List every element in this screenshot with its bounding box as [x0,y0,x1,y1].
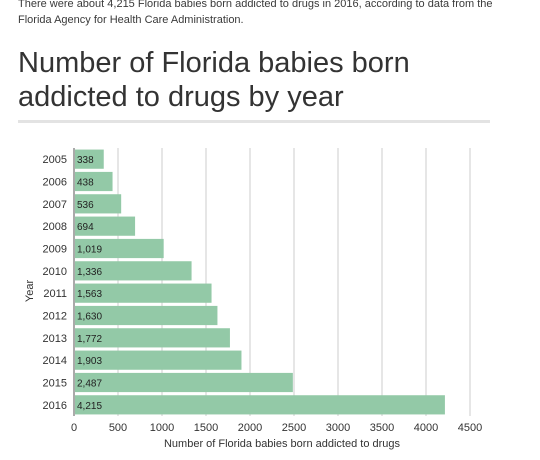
y-tick-label: 2008 [43,221,67,233]
bar [75,372,293,393]
x-tick-label: 3000 [326,422,350,434]
bar [75,328,230,348]
bar [75,194,122,214]
bar-value-label: 438 [77,178,94,189]
bar-value-label: 4,215 [77,401,102,412]
y-tick-label: 2011 [43,288,67,300]
x-tick-label: 2000 [238,422,262,434]
bar-value-label: 536 [77,200,94,211]
x-tick-label: 3500 [370,422,394,434]
bar [75,283,212,303]
x-tick-label: 1000 [150,422,174,434]
y-tick-label: 2005 [43,154,67,166]
x-axis-label: Number of Florida babies born addicted t… [164,438,401,450]
title-divider [18,120,490,123]
bar-value-label: 1,903 [77,356,102,367]
y-tick-label: 2012 [43,311,67,323]
y-tick-label: 2007 [43,199,67,211]
y-axis-label: Year [24,280,36,303]
bar-value-label: 694 [77,222,94,233]
bar [75,261,192,281]
y-tick-label: 2006 [43,177,67,189]
bar [75,238,164,259]
bar-value-label: 2,487 [77,379,102,390]
bar-value-label: 1,630 [77,312,102,323]
bar [75,395,445,415]
bar [75,305,218,326]
x-tick-label: 0 [71,422,77,434]
x-tick-label: 4000 [414,422,438,434]
bar-value-label: 1,019 [77,245,102,256]
bar [75,216,136,236]
bar-value-label: 1,336 [77,267,102,278]
y-tick-label: 2014 [43,355,67,367]
y-tick-label: 2016 [43,400,67,412]
y-tick-label: 2013 [43,333,67,345]
bar-value-label: 1,772 [77,334,102,345]
y-tick-label: 2015 [43,378,67,390]
y-tick-label: 2009 [43,244,67,256]
bar-value-label: 338 [77,155,94,166]
x-tick-label: 4500 [458,422,482,434]
x-tick-label: 2500 [282,422,306,434]
bar [75,350,242,370]
chart-title: Number of Florida babies born addicted t… [18,47,410,113]
bar-value-label: 1,563 [77,289,102,300]
intro-text: There were about 4,215 Florida babies bo… [18,0,493,26]
x-tick-label: 1500 [194,422,218,434]
bar [75,149,104,169]
x-tick-label: 500 [109,422,127,434]
y-tick-label: 2010 [43,266,67,278]
bar [75,171,113,192]
